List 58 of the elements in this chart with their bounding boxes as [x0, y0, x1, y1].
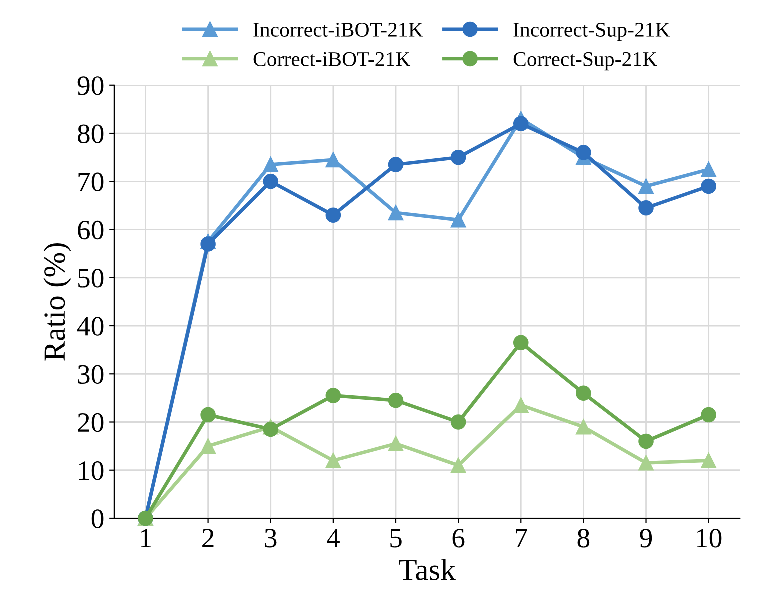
- y-tick-label: 10: [79, 462, 104, 480]
- x-tick-label: 4: [327, 529, 340, 548]
- x-tick-label: 2: [202, 529, 214, 548]
- x-tick-label: 6: [452, 529, 465, 548]
- point: [513, 116, 529, 132]
- point: [263, 422, 279, 438]
- point: [263, 174, 279, 190]
- point: [326, 152, 342, 168]
- y-tick-label: 70: [78, 172, 104, 192]
- point: [701, 407, 716, 423]
- point: [263, 157, 279, 172]
- point: [576, 145, 592, 160]
- legend-label: Incorrect-Sup-21K: [514, 22, 670, 42]
- point: [701, 453, 716, 468]
- x-tick-label: 7: [516, 529, 528, 548]
- point: [388, 392, 404, 408]
- point: [200, 236, 216, 252]
- y-axis-title: Ratio (%): [44, 243, 72, 361]
- x-tick-label: 10: [697, 529, 722, 548]
- point: [388, 205, 404, 221]
- point: [638, 456, 654, 471]
- point: [326, 453, 342, 468]
- x-tick-label: 9: [640, 529, 652, 548]
- point: [388, 436, 404, 452]
- legend-label: Correct-iBOT-21K: [254, 52, 411, 66]
- x-tick-label: 3: [265, 529, 277, 548]
- point: [513, 335, 529, 350]
- x-tick-label: 5: [390, 529, 402, 548]
- y-tick-label: 50: [78, 269, 104, 288]
- legend-label: Incorrect-iBOT-21K: [254, 22, 424, 37]
- y-tick-label: 20: [78, 413, 104, 432]
- y-tick-label: 80: [78, 124, 104, 144]
- point: [450, 212, 466, 228]
- x-axis-title: Task: [399, 558, 456, 580]
- point: [513, 398, 529, 414]
- point: [576, 419, 592, 435]
- point: [200, 438, 216, 454]
- x-tick-label: 1: [141, 529, 152, 548]
- point: [326, 208, 342, 223]
- y-tick-label: 40: [77, 317, 104, 336]
- point: [576, 386, 592, 402]
- point: [450, 414, 466, 430]
- y-tick-label: 60: [78, 220, 104, 240]
- point: [388, 157, 404, 172]
- x-tick-label: 8: [578, 529, 590, 548]
- legend-label: Correct-Sup-21K: [514, 52, 658, 71]
- point: [701, 178, 716, 194]
- point: [638, 434, 654, 450]
- point: [326, 388, 342, 404]
- y-tick-label: 30: [78, 365, 104, 384]
- point: [200, 407, 216, 423]
- point: [638, 200, 654, 216]
- point: [450, 150, 466, 166]
- point: [638, 178, 654, 194]
- y-tick-label: 90: [78, 76, 104, 96]
- y-tick-label: 0: [92, 510, 104, 528]
- point: [450, 458, 466, 474]
- point: [701, 162, 716, 178]
